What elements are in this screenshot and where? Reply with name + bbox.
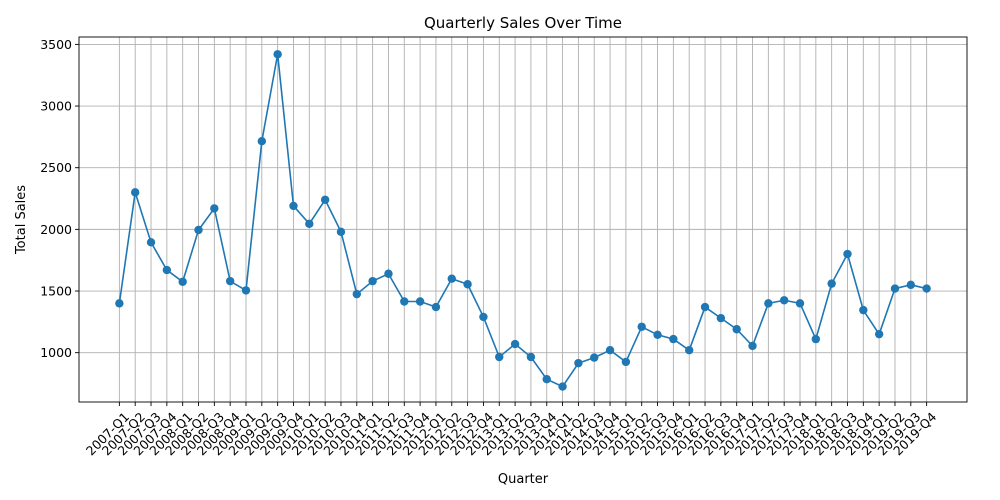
x-axis-label: Quarter	[498, 472, 549, 487]
data-point	[874, 329, 884, 339]
y-tick-label: 2500	[40, 160, 72, 175]
data-point	[320, 195, 330, 204]
data-point	[289, 201, 298, 211]
data-point	[542, 374, 551, 384]
data-point	[241, 286, 251, 295]
data-point	[162, 265, 172, 275]
data-point	[384, 269, 393, 278]
data-point	[700, 302, 710, 312]
data-point	[795, 299, 805, 308]
y-axis-label: Total Sales	[14, 185, 29, 255]
data-point	[558, 382, 567, 391]
data-point	[115, 299, 124, 308]
data-point	[400, 297, 409, 306]
data-point	[732, 325, 741, 334]
data-point	[669, 334, 678, 344]
data-point	[210, 204, 219, 213]
y-tick-label: 1000	[40, 345, 72, 360]
chart-title: Quarterly Sales Over Time	[424, 14, 622, 32]
data-point	[653, 330, 662, 339]
data-point	[130, 188, 140, 197]
data-point	[178, 277, 187, 286]
data-point	[621, 357, 631, 367]
y-tick-label: 3500	[40, 37, 72, 52]
data-point	[590, 353, 599, 362]
data-point	[257, 136, 267, 146]
data-point	[764, 299, 773, 308]
data-point	[811, 334, 821, 344]
data-point	[463, 280, 472, 289]
series-line	[118, 54, 927, 388]
data-point	[336, 227, 346, 237]
y-tick-label: 3000	[40, 99, 72, 114]
data-point	[859, 305, 868, 315]
axes-frame	[78, 36, 968, 403]
x-axis: 2007-Q12007-Q22007-Q32007-Q42008-Q12008-…	[83, 402, 939, 458]
y-axis: 1000 1500 2000 2500 3000 3500	[40, 37, 79, 360]
data-point	[431, 302, 441, 312]
data-point	[352, 289, 361, 299]
data-point	[685, 346, 694, 355]
data-point	[225, 276, 235, 286]
data-point	[273, 50, 282, 59]
y-tick-label: 2000	[40, 222, 72, 237]
data-point	[716, 313, 726, 323]
data-point	[368, 276, 377, 286]
data-point	[605, 346, 615, 355]
data-point	[637, 322, 646, 331]
data-point	[906, 280, 916, 290]
series-sales	[115, 50, 931, 391]
data-point	[495, 352, 504, 362]
data-point	[922, 284, 931, 293]
data-point	[827, 279, 836, 288]
y-tick-label: 1500	[40, 284, 72, 299]
data-point	[890, 284, 900, 293]
data-point	[526, 352, 536, 362]
data-point	[415, 297, 425, 306]
data-point	[510, 339, 520, 349]
data-point	[447, 274, 456, 283]
data-point	[748, 341, 757, 351]
data-point	[305, 219, 314, 229]
data-point	[146, 238, 156, 247]
data-point	[779, 296, 789, 305]
data-point	[843, 249, 852, 259]
data-point	[574, 358, 583, 368]
data-point	[194, 225, 203, 235]
data-point	[479, 312, 488, 322]
